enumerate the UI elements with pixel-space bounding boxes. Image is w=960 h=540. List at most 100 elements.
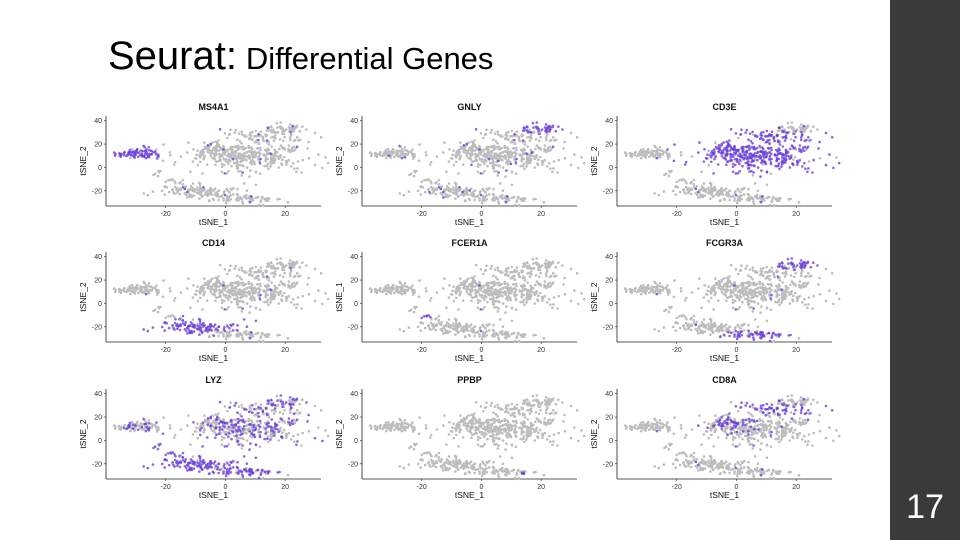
cell-point bbox=[425, 154, 428, 157]
cell-point bbox=[625, 152, 628, 156]
cell-point-expressing bbox=[245, 325, 249, 329]
cell-point-expressing bbox=[734, 132, 738, 135]
cell-point bbox=[501, 166, 505, 169]
cell-point bbox=[220, 298, 224, 302]
y-tick-label: 0 bbox=[354, 165, 358, 172]
cell-point bbox=[756, 325, 760, 329]
cell-point bbox=[197, 181, 201, 185]
cell-point bbox=[216, 143, 219, 146]
cell-point bbox=[186, 151, 189, 154]
cell-point bbox=[530, 267, 533, 270]
cell-point bbox=[219, 295, 223, 298]
cell-point bbox=[222, 333, 225, 336]
cell-point bbox=[305, 128, 308, 131]
cell-point bbox=[127, 289, 130, 292]
cell-point-expressing bbox=[784, 148, 788, 152]
cell-point bbox=[429, 328, 432, 331]
cell-point-expressing bbox=[505, 169, 508, 172]
cell-point bbox=[250, 197, 254, 201]
cell-point bbox=[506, 163, 510, 166]
cell-point bbox=[137, 287, 141, 290]
cell-point bbox=[648, 151, 652, 154]
cell-point bbox=[213, 154, 217, 158]
cell-point-expressing bbox=[776, 157, 779, 161]
cell-point bbox=[483, 298, 486, 302]
cell-point-expressing bbox=[439, 187, 443, 191]
cell-point bbox=[748, 306, 751, 309]
x-axis-label: tSNE_1 bbox=[455, 353, 485, 363]
cell-point bbox=[493, 290, 496, 293]
cell-point bbox=[790, 280, 794, 283]
cell-point bbox=[492, 160, 495, 163]
cell-point bbox=[485, 334, 489, 337]
cell-point bbox=[492, 163, 495, 166]
cell-point bbox=[709, 320, 713, 323]
cell-point-expressing bbox=[778, 265, 781, 268]
cell-point bbox=[544, 259, 548, 262]
cell-point bbox=[222, 157, 226, 161]
cell-point bbox=[385, 292, 388, 296]
cell-point bbox=[519, 164, 522, 168]
cell-point bbox=[506, 274, 510, 277]
cell-point-expressing bbox=[807, 136, 810, 139]
cell-point bbox=[153, 308, 157, 312]
cell-point bbox=[709, 292, 713, 295]
cell-point bbox=[752, 133, 755, 136]
cell-point bbox=[741, 324, 744, 328]
cell-point-expressing bbox=[223, 308, 227, 311]
cell-point bbox=[493, 144, 496, 148]
cell-point bbox=[778, 303, 781, 307]
cell-point bbox=[582, 161, 586, 165]
cell-point bbox=[533, 157, 536, 161]
y-tick-label: 40 bbox=[94, 118, 102, 125]
cell-point-expressing bbox=[761, 333, 765, 337]
cell-point bbox=[230, 300, 233, 304]
cell-point bbox=[497, 338, 501, 342]
cell-point bbox=[519, 300, 522, 304]
cell-point bbox=[520, 295, 523, 299]
cell-point bbox=[251, 288, 255, 292]
cell-point bbox=[241, 133, 244, 136]
cell-point bbox=[780, 301, 783, 304]
cell-point bbox=[468, 146, 471, 150]
cell-point bbox=[747, 187, 750, 191]
cell-point bbox=[729, 263, 733, 267]
cell-point bbox=[783, 275, 787, 278]
cell-point-expressing bbox=[733, 335, 736, 338]
cell-point bbox=[739, 190, 742, 194]
cell-point-expressing bbox=[295, 145, 299, 148]
cell-point bbox=[689, 181, 692, 185]
cell-point bbox=[762, 288, 766, 292]
cell-point bbox=[254, 129, 258, 133]
cell-point bbox=[478, 293, 482, 297]
cell-point bbox=[492, 167, 495, 170]
cell-point bbox=[799, 274, 803, 278]
cell-point bbox=[466, 193, 470, 196]
cell-point bbox=[671, 189, 675, 193]
cell-point bbox=[480, 201, 484, 205]
cell-point bbox=[761, 299, 765, 302]
cell-point bbox=[455, 296, 458, 300]
cell-point bbox=[759, 269, 762, 273]
cell-point bbox=[490, 198, 494, 201]
cell-point bbox=[229, 128, 232, 131]
cell-point bbox=[203, 155, 206, 159]
cell-point bbox=[493, 170, 496, 173]
cell-point-expressing bbox=[205, 328, 208, 332]
cell-point bbox=[707, 149, 710, 152]
cell-point bbox=[471, 160, 474, 164]
cell-point bbox=[454, 320, 458, 323]
cell-point-expressing bbox=[478, 148, 481, 151]
cell-point bbox=[482, 136, 485, 140]
cell-point bbox=[801, 269, 804, 272]
cell-point-expressing bbox=[176, 327, 179, 331]
cell-point bbox=[500, 155, 503, 158]
cell-point-expressing bbox=[183, 187, 187, 191]
cell-point-expressing bbox=[806, 170, 809, 174]
cell-point bbox=[816, 128, 819, 131]
cell-point-expressing bbox=[730, 159, 734, 162]
cell-point bbox=[758, 280, 761, 284]
cell-point bbox=[684, 328, 687, 331]
cell-point-expressing bbox=[497, 171, 500, 174]
cell-point bbox=[227, 298, 230, 302]
